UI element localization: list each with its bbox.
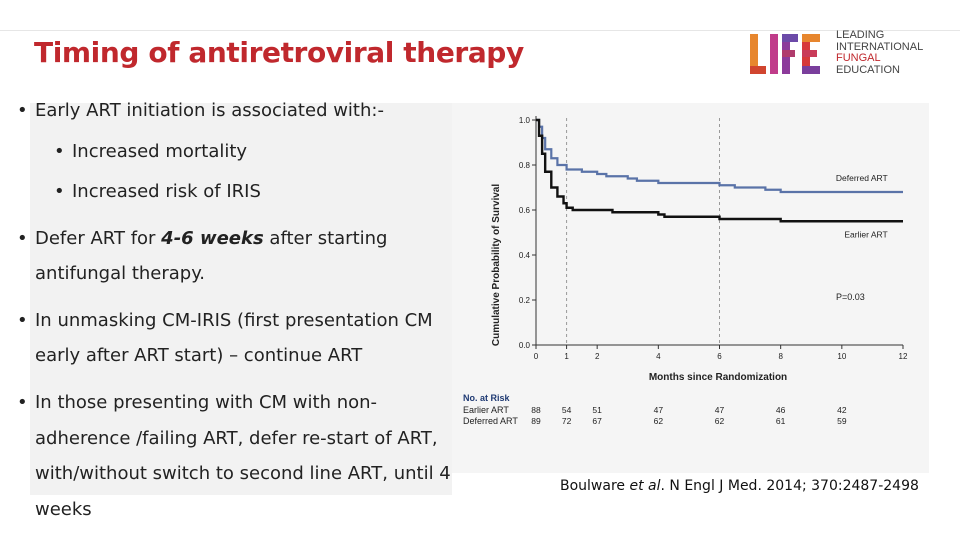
risk-table-header: No. at Risk (463, 393, 511, 403)
y-tick-label: 0.4 (519, 251, 531, 260)
bullet-dot-icon: • (17, 228, 28, 249)
bullet-defer-art: • Defer ART for 4-6 weeks after starting (17, 228, 388, 249)
bullet-nonadherence-line2: adherence /failing ART, defer re-start o… (35, 428, 438, 449)
logo-line: LEADING (836, 29, 885, 41)
x-axis-label: Months since Randomization (649, 372, 787, 383)
survival-curve (536, 118, 903, 194)
logo-line: EDUCATION (836, 63, 900, 76)
bullet-nonadherence-line3: with/without switch to second line ART, … (35, 463, 451, 484)
risk-cell: 47 (654, 405, 664, 415)
x-tick-label: 1 (564, 352, 569, 361)
y-tick-label: 1.0 (519, 116, 531, 125)
y-axis-label: Cumulative Probability of Survival (491, 184, 502, 346)
bullet-early-art: • Early ART initiation is associated with… (17, 100, 384, 121)
bullet-dot-icon: • (54, 181, 65, 202)
risk-cell: 42 (837, 405, 847, 415)
bullet-unmasking-line2: early after ART start) – continue ART (35, 345, 363, 366)
life-logo-mark (750, 34, 820, 74)
x-tick-label: 0 (534, 352, 539, 361)
x-tick-label: 12 (899, 352, 908, 361)
risk-cell: 72 (562, 416, 572, 426)
bullet-panel (30, 103, 452, 495)
series-label: Deferred ART (836, 173, 888, 183)
bullet-nonadherence: • In those presenting with CM with non- (17, 392, 378, 413)
x-tick-label: 8 (778, 352, 783, 361)
survival-chart: Cumulative Probability of Survival Month… (452, 103, 929, 473)
slide-title: Timing of antiretroviral therapy (34, 36, 524, 69)
bullet-dot-icon: • (17, 310, 28, 331)
citation: Boulware et al. N Engl J Med. 2014; 370:… (560, 478, 919, 494)
risk-cell: 89 (531, 416, 541, 426)
series-label: Earlier ART (844, 229, 887, 239)
risk-cell: 67 (592, 416, 602, 426)
risk-cell: 46 (776, 405, 786, 415)
risk-row-label: Deferred ART (463, 416, 518, 426)
bullet-dot-icon: • (17, 392, 28, 413)
y-tick-label: 0.8 (519, 161, 531, 170)
risk-cell: 88 (531, 405, 541, 415)
risk-cell: 47 (715, 405, 725, 415)
life-logo: LEADING INTERNATIONAL FUNGAL EDUCATION (748, 29, 933, 78)
risk-cell: 62 (654, 416, 664, 426)
risk-cell: 54 (562, 405, 572, 415)
logo-wordmark: LEADING INTERNATIONAL FUNGAL EDUCATION (836, 29, 924, 76)
y-tick-label: 0.0 (519, 341, 531, 350)
p-value-annotation: P=0.03 (836, 292, 865, 302)
logo-line: INTERNATIONAL (836, 40, 924, 53)
risk-cell: 51 (592, 405, 602, 415)
sub-bullet-mortality: • Increased mortality (54, 141, 248, 162)
sub-bullet-iris: • Increased risk of IRIS (54, 181, 261, 202)
x-tick-label: 4 (656, 352, 661, 361)
bullet-nonadherence-line4: weeks (35, 499, 92, 520)
emphasis-weeks: 4-6 weeks (161, 228, 264, 249)
x-tick-label: 10 (837, 352, 846, 361)
risk-cell: 59 (837, 416, 847, 426)
risk-cell: 61 (776, 416, 786, 426)
bullet-dot-icon: • (17, 100, 28, 121)
bullet-unmasking: • In unmasking CM-IRIS (first presentatio… (17, 310, 433, 331)
bullet-dot-icon: • (54, 141, 65, 162)
y-tick-label: 0.2 (519, 296, 531, 305)
title-divider (0, 30, 960, 31)
logo-line: FUNGAL (836, 52, 881, 65)
bullet-defer-art-line2: antifungal therapy. (35, 263, 206, 284)
x-tick-label: 6 (717, 352, 722, 361)
survival-curve (536, 118, 903, 223)
risk-cell: 62 (715, 416, 725, 426)
x-tick-label: 2 (595, 352, 600, 361)
y-tick-label: 0.6 (519, 206, 531, 215)
risk-row-label: Earlier ART (463, 405, 509, 415)
